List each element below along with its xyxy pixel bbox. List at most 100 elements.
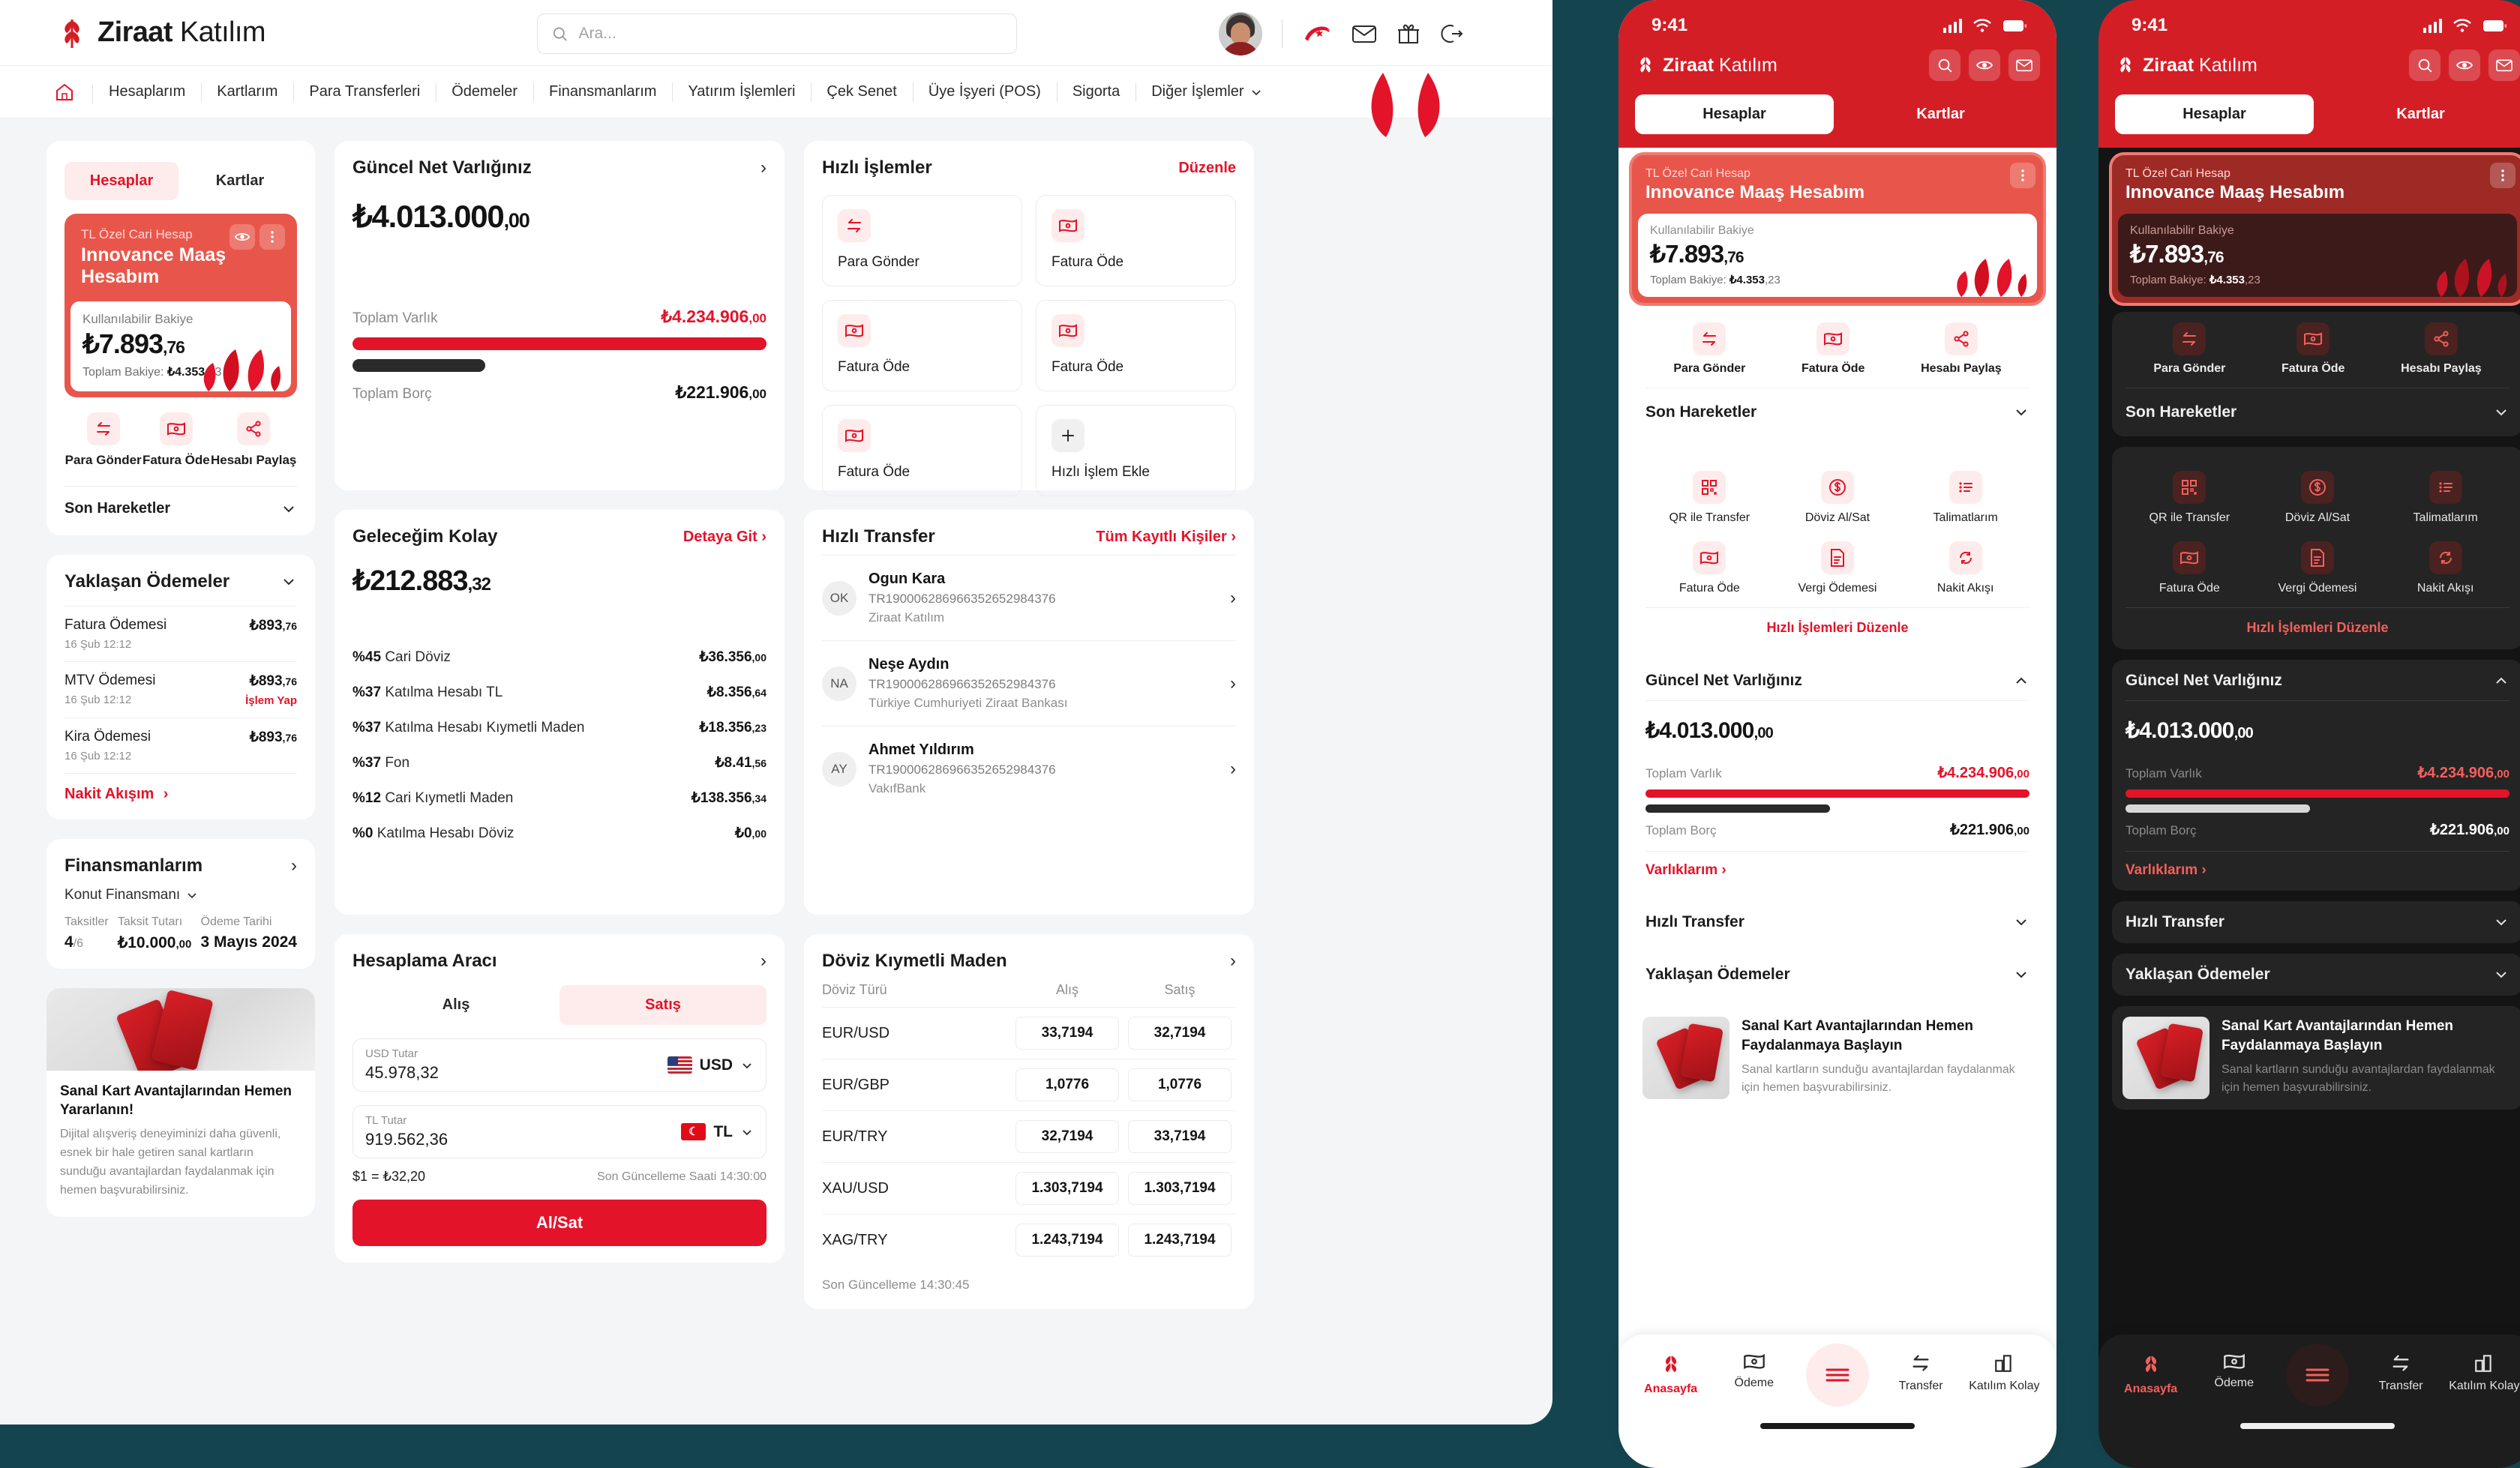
tl-amount-field[interactable]: TL Tutar 919.562,36 ☾ TL <box>352 1105 766 1158</box>
fx-header[interactable]: Döviz Kıymetli Maden › <box>822 951 1236 972</box>
bottom-nav-anasayfa[interactable]: Anasayfa <box>2110 1353 2192 1396</box>
avatar[interactable] <box>1219 12 1262 55</box>
quickop-vergi-odemesi[interactable]: Vergi Ödemesi <box>1774 541 1902 595</box>
nav-item-kartlarim[interactable]: Kartlarım <box>201 79 293 105</box>
quick-action-para-gonder[interactable]: Para Gönder <box>1673 322 1745 376</box>
tab-alis[interactable]: Alış <box>442 996 470 1013</box>
quickop-tile-para-gonder[interactable]: Para Gönder <box>822 195 1022 286</box>
fx-sell-value[interactable]: 32,7194 <box>1128 1017 1232 1050</box>
mobile-upcoming-collapsed[interactable]: Yaklaşan Ödemeler <box>1632 954 2043 996</box>
mail-button[interactable] <box>2488 49 2520 81</box>
quick-action-fatura-ode[interactable]: Fatura Öde <box>142 412 210 468</box>
nav-item-finansmanlarim[interactable]: Finansmanlarım <box>533 79 672 105</box>
all-contacts-link[interactable]: Tüm Kayıtlı Kişiler › <box>1096 528 1236 545</box>
search-input[interactable] <box>578 25 1003 43</box>
financing-type-select[interactable]: Konut Finansmanı <box>64 887 297 903</box>
nav-home[interactable] <box>45 82 93 104</box>
quickop-fatura-ode[interactable]: Fatura Öde <box>1646 541 1774 595</box>
recent-transactions-toggle[interactable]: Son Hareketler <box>2126 388 2510 436</box>
quickop-vergi-odemesi[interactable]: Vergi Ödemesi <box>2254 541 2382 595</box>
search-button[interactable] <box>1929 49 1960 81</box>
list-item[interactable]: AY Ahmet Yıldırım TR19000628696635265298… <box>822 726 1236 811</box>
tab-hesaplar[interactable]: Hesaplar <box>64 162 178 200</box>
mobile-quick-transfer-collapsed[interactable]: Hızlı Transfer <box>2112 901 2520 943</box>
tab-kartlar[interactable]: Kartlar <box>2396 106 2445 122</box>
nav-item-diger-islemler[interactable]: Diğer İşlemler <box>1136 79 1277 105</box>
quick-action-hesabi-paylas[interactable]: Hesabı Paylaş <box>1921 322 2002 376</box>
quick-action-para-gonder[interactable]: Para Gönder <box>2153 322 2225 376</box>
future-detail-link[interactable]: Detaya Git › <box>682 528 766 545</box>
nav-item-hesaplarim[interactable]: Hesaplarım <box>109 83 186 100</box>
quickop-tile-fatura-ode-3[interactable]: Fatura Öde <box>1036 300 1236 391</box>
mobile-quick-transfer-collapsed[interactable]: Hızlı Transfer <box>1632 901 2043 943</box>
fx-buy-value[interactable]: 1.243,7194 <box>1016 1224 1119 1257</box>
bottom-nav-katilim-kolay[interactable]: Katılım Kolay <box>2443 1353 2520 1393</box>
nav-item-odemeler[interactable]: Ödemeler <box>436 79 533 105</box>
usd-amount-field[interactable]: USD Tutar 45.978,32 USD <box>352 1038 766 1092</box>
edit-quickops-link[interactable]: Hızlı İşlemleri Düzenle <box>2126 607 2510 637</box>
recent-transactions-toggle[interactable]: Son Hareketler <box>1646 388 2030 436</box>
quickop-nakit-akisi[interactable]: Nakit Akışı <box>1901 541 2030 595</box>
nav-item-para-transferleri[interactable]: Para Transferleri <box>293 79 436 105</box>
quickop-qr-transfer[interactable]: QR ile Transfer <box>1646 471 1774 525</box>
eye-button[interactable] <box>1969 49 2000 81</box>
bottom-nav-odeme[interactable]: Ödeme <box>1713 1353 1796 1390</box>
mobile-upcoming-collapsed[interactable]: Yaklaşan Ödemeler <box>2112 954 2520 996</box>
quickop-talimatlarim[interactable]: Talimatlarım <box>1901 471 2030 525</box>
fx-sell-value[interactable]: 1.303,7194 <box>1128 1172 1232 1205</box>
bottom-nav-odeme[interactable]: Ödeme <box>2193 1353 2276 1390</box>
quickop-tile-fatura-ode-2[interactable]: Fatura Öde <box>822 300 1022 391</box>
logout-icon[interactable] <box>1440 22 1464 46</box>
mail-button[interactable] <box>2008 49 2040 81</box>
table-row[interactable]: MTV Ödemesi 16 Şub 12:12 ₺893,76 İşlem Y… <box>64 661 297 718</box>
gift-icon[interactable] <box>1396 22 1420 46</box>
fx-buy-value[interactable]: 32,7194 <box>1016 1120 1119 1153</box>
calculator-header[interactable]: Hesaplama Aracı › <box>352 951 766 972</box>
mail-icon[interactable] <box>1352 22 1377 45</box>
fx-buy-value[interactable]: 1.303,7194 <box>1016 1172 1119 1205</box>
quick-action-fatura-ode[interactable]: Fatura Öde <box>2282 322 2344 376</box>
quick-action-hesabi-paylas[interactable]: Hesabı Paylaş <box>2401 322 2482 376</box>
payment-action-link[interactable]: İşlem Yap <box>245 694 297 707</box>
nav-item-yatirim-islemleri[interactable]: Yatırım İşlemleri <box>672 79 811 105</box>
bottom-nav-menu[interactable] <box>1796 1344 1879 1407</box>
bottom-nav-menu[interactable] <box>2276 1344 2359 1407</box>
tab-kartlar[interactable]: Kartlar <box>215 172 265 189</box>
more-options-button[interactable] <box>260 224 285 250</box>
quick-action-para-gonder[interactable]: Para Gönder <box>65 412 142 468</box>
fx-sell-value[interactable]: 33,7194 <box>1128 1120 1232 1153</box>
bottom-nav-transfer[interactable]: Transfer <box>2360 1353 2442 1393</box>
mobile-account-card[interactable]: TL Özel Cari Hesap Innovance Maaş Hesabı… <box>1632 155 2043 303</box>
bottom-nav-transfer[interactable]: Transfer <box>1880 1353 1962 1393</box>
quick-action-fatura-ode[interactable]: Fatura Öde <box>1802 322 1864 376</box>
quickop-tile-add[interactable]: Hızlı İşlem Ekle <box>1036 405 1236 496</box>
more-options-button[interactable] <box>2010 163 2036 188</box>
financing-header[interactable]: Finansmanlarım › <box>64 855 297 876</box>
promo-card[interactable]: Sanal Kart Avantajlarından Hemen Yararla… <box>46 988 315 1217</box>
quickop-doviz-alsat[interactable]: Döviz Al/Sat <box>1774 471 1902 525</box>
buy-sell-button[interactable]: Al/Sat <box>352 1200 766 1246</box>
fx-sell-value[interactable]: 1.243,7194 <box>1128 1224 1232 1257</box>
networth-header[interactable]: Güncel Net Varlığınız › <box>352 157 766 178</box>
account-card[interactable]: TL Özel Cari Hesap Innovance Maaş Hesabı… <box>64 214 297 397</box>
table-row[interactable]: Kira Ödemesi 16 Şub 12:12 ₺893,76 <box>64 718 297 773</box>
mobile-promo-card[interactable]: Sanal Kart Avantajlarından Hemen Faydala… <box>1632 1006 2043 1110</box>
tab-kartlar[interactable]: Kartlar <box>1916 106 1965 122</box>
search-box[interactable] <box>537 13 1017 54</box>
list-item[interactable]: NA Neşe Aydın TR190006286966352652984376… <box>822 640 1236 726</box>
quickop-talimatlarim[interactable]: Talimatlarım <box>2381 471 2510 525</box>
quickop-qr-transfer[interactable]: QR ile Transfer <box>2126 471 2254 525</box>
fx-buy-value[interactable]: 33,7194 <box>1016 1017 1119 1050</box>
upcoming-payments-header[interactable]: Yaklaşan Ödemeler <box>64 571 297 592</box>
eye-button[interactable] <box>230 224 255 250</box>
bottom-nav-katilim-kolay[interactable]: Katılım Kolay <box>1963 1353 2045 1393</box>
table-row[interactable]: Fatura Ödemesi 16 Şub 12:12 ₺893,76 <box>64 606 297 661</box>
fx-sell-value[interactable]: 1,0776 <box>1128 1068 1232 1101</box>
fx-buy-value[interactable]: 1,0776 <box>1016 1068 1119 1101</box>
networth-header[interactable]: Güncel Net Varlığınız <box>2126 672 2510 690</box>
networth-header[interactable]: Güncel Net Varlığınız <box>1646 672 2030 690</box>
tab-satis[interactable]: Satış <box>560 985 766 1025</box>
quickop-doviz-alsat[interactable]: Döviz Al/Sat <box>2254 471 2382 525</box>
quickops-edit-link[interactable]: Düzenle <box>1178 159 1236 176</box>
tl-currency-select[interactable]: ☾ TL <box>681 1123 754 1141</box>
